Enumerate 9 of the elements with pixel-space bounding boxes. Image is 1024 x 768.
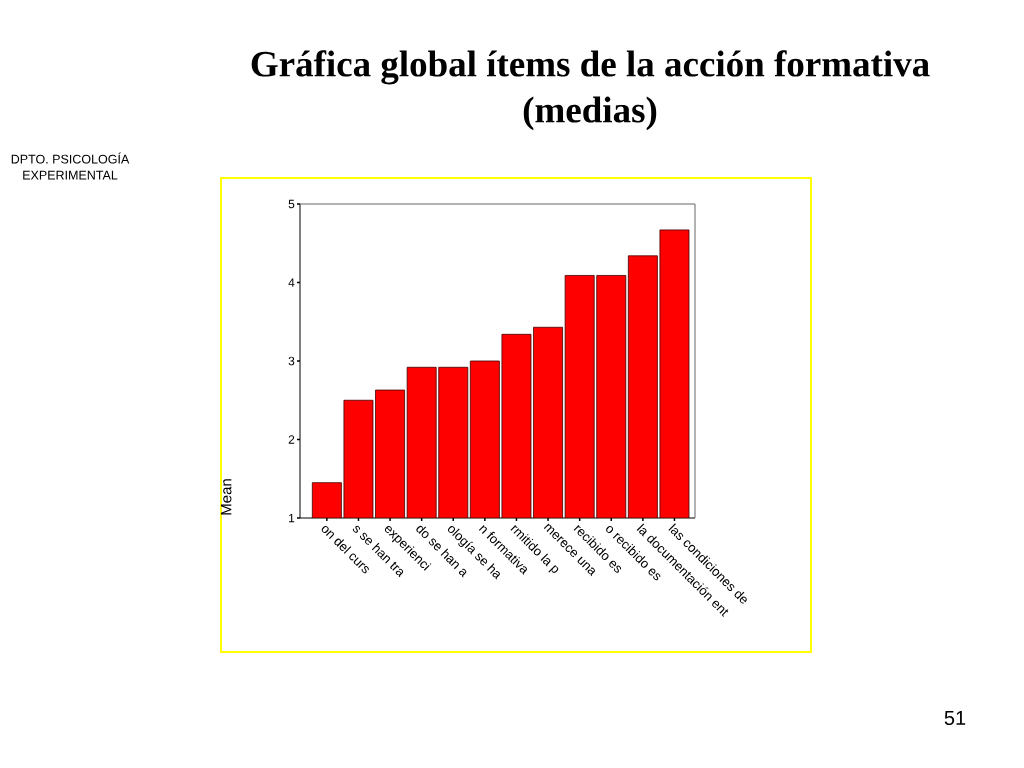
y-tick-label: 1 bbox=[289, 513, 295, 523]
text: DPTO. PSICOLOGÍA EXPERIMENTAL bbox=[11, 152, 130, 180]
chart-title: Gráfica global ítems de la acción formativa (medias) bbox=[251, 50, 930, 131]
y-tick-label: 3 bbox=[288, 356, 295, 366]
y-tick-label: 5 bbox=[288, 199, 295, 209]
y-tick-label: 4 bbox=[288, 278, 295, 287]
y-axis-title: Mean bbox=[221, 479, 232, 515]
text: 51 bbox=[944, 711, 966, 725]
y-tick-label: 2 bbox=[288, 435, 295, 444]
